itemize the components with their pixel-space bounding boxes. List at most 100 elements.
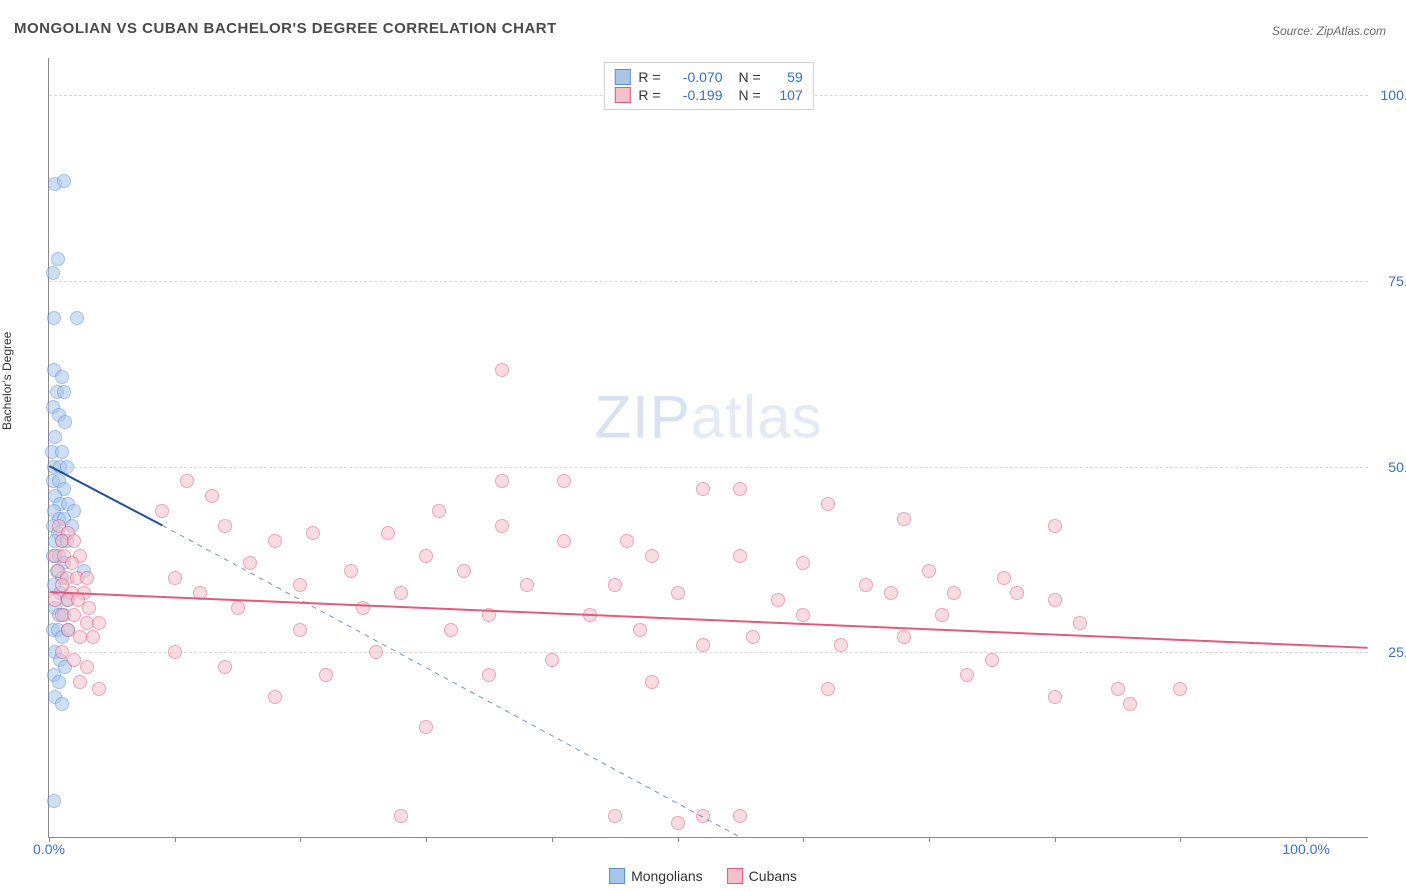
scatter-point: [482, 608, 496, 622]
scatter-point: [51, 252, 65, 266]
legend-r-label: R =: [638, 87, 660, 103]
scatter-point: [557, 474, 571, 488]
scatter-point: [82, 601, 96, 615]
scatter-point: [696, 809, 710, 823]
chart-plot-area: ZIPatlas R =-0.070N =59R =-0.199N =107 2…: [48, 58, 1368, 838]
scatter-point: [733, 809, 747, 823]
x-tick-mark: [678, 837, 679, 842]
scatter-point: [796, 608, 810, 622]
scatter-point: [746, 630, 760, 644]
scatter-point: [218, 660, 232, 674]
legend-swatch: [609, 868, 625, 884]
scatter-point: [557, 534, 571, 548]
scatter-point: [897, 512, 911, 526]
scatter-point: [897, 630, 911, 644]
scatter-point: [1123, 697, 1137, 711]
scatter-point: [67, 534, 81, 548]
scatter-point: [293, 578, 307, 592]
gridline-h: [49, 467, 1368, 468]
scatter-point: [733, 549, 747, 563]
scatter-point: [60, 460, 74, 474]
scatter-point: [47, 311, 61, 325]
x-tick-label: 100.0%: [1282, 841, 1329, 857]
scatter-point: [180, 474, 194, 488]
scatter-point: [432, 504, 446, 518]
scatter-point: [419, 549, 433, 563]
scatter-point: [884, 586, 898, 600]
scatter-point: [73, 675, 87, 689]
scatter-point: [419, 720, 433, 734]
x-tick-mark: [1180, 837, 1181, 842]
y-tick-label: 100.0%: [1381, 87, 1406, 103]
scatter-point: [168, 645, 182, 659]
scatter-point: [645, 549, 659, 563]
x-tick-label: 0.0%: [33, 841, 65, 857]
y-tick-label: 50.0%: [1388, 459, 1406, 475]
scatter-point: [1073, 616, 1087, 630]
scatter-point: [55, 445, 69, 459]
scatter-point: [268, 690, 282, 704]
legend-r-value: -0.070: [669, 69, 723, 85]
scatter-point: [444, 623, 458, 637]
legend-series-item: Cubans: [727, 868, 797, 884]
y-tick-label: 25.0%: [1388, 644, 1406, 660]
scatter-point: [155, 504, 169, 518]
gridline-h: [49, 652, 1368, 653]
chart-title: MONGOLIAN VS CUBAN BACHELOR'S DEGREE COR…: [14, 20, 557, 37]
scatter-point: [771, 593, 785, 607]
gridline-h: [49, 281, 1368, 282]
scatter-point: [86, 630, 100, 644]
scatter-point: [243, 556, 257, 570]
scatter-point: [381, 526, 395, 540]
scatter-point: [92, 682, 106, 696]
scatter-point: [268, 534, 282, 548]
legend-swatch: [727, 868, 743, 884]
legend-series-label: Mongolians: [631, 868, 703, 884]
scatter-point: [457, 564, 471, 578]
scatter-point: [545, 653, 559, 667]
scatter-point: [344, 564, 358, 578]
x-tick-mark: [175, 837, 176, 842]
scatter-point: [1048, 690, 1062, 704]
scatter-point: [55, 697, 69, 711]
scatter-point: [495, 519, 509, 533]
source-attribution: Source: ZipAtlas.com: [1272, 24, 1386, 38]
scatter-point: [620, 534, 634, 548]
scatter-point: [70, 311, 84, 325]
y-axis-label: Bachelor's Degree: [0, 332, 14, 430]
scatter-point: [796, 556, 810, 570]
legend-swatch: [614, 87, 630, 103]
scatter-point: [46, 266, 60, 280]
scatter-point: [583, 608, 597, 622]
scatter-point: [608, 809, 622, 823]
scatter-point: [306, 526, 320, 540]
scatter-point: [80, 660, 94, 674]
scatter-point: [394, 586, 408, 600]
scatter-point: [218, 519, 232, 533]
scatter-point: [495, 474, 509, 488]
scatter-point: [608, 578, 622, 592]
x-tick-mark: [1055, 837, 1056, 842]
scatter-point: [922, 564, 936, 578]
scatter-point: [52, 675, 66, 689]
scatter-point: [495, 363, 509, 377]
scatter-point: [733, 482, 747, 496]
scatter-point: [520, 578, 534, 592]
legend-n-label: N =: [739, 69, 761, 85]
legend-swatch: [614, 69, 630, 85]
legend-n-value: 59: [769, 69, 803, 85]
scatter-point: [482, 668, 496, 682]
scatter-point: [356, 601, 370, 615]
scatter-point: [821, 497, 835, 511]
scatter-point: [231, 601, 245, 615]
scatter-point: [935, 608, 949, 622]
scatter-point: [57, 385, 71, 399]
x-tick-mark: [929, 837, 930, 842]
scatter-point: [947, 586, 961, 600]
x-tick-mark: [552, 837, 553, 842]
scatter-point: [168, 571, 182, 585]
scatter-point: [859, 578, 873, 592]
scatter-point: [696, 638, 710, 652]
scatter-point: [633, 623, 647, 637]
legend-stat-row: R =-0.199N =107: [614, 86, 802, 104]
